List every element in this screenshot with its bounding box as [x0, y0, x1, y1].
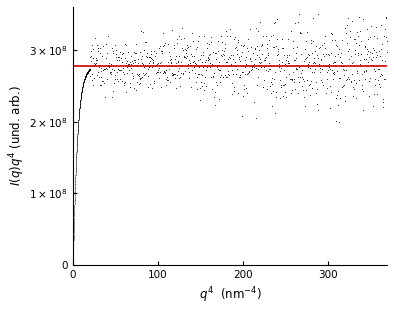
Y-axis label: $I(q)q^4$ (und. arb.): $I(q)q^4$ (und. arb.) — [7, 86, 26, 186]
X-axis label: $q^4$  (nm$^{-4}$): $q^4$ (nm$^{-4}$) — [199, 285, 261, 305]
